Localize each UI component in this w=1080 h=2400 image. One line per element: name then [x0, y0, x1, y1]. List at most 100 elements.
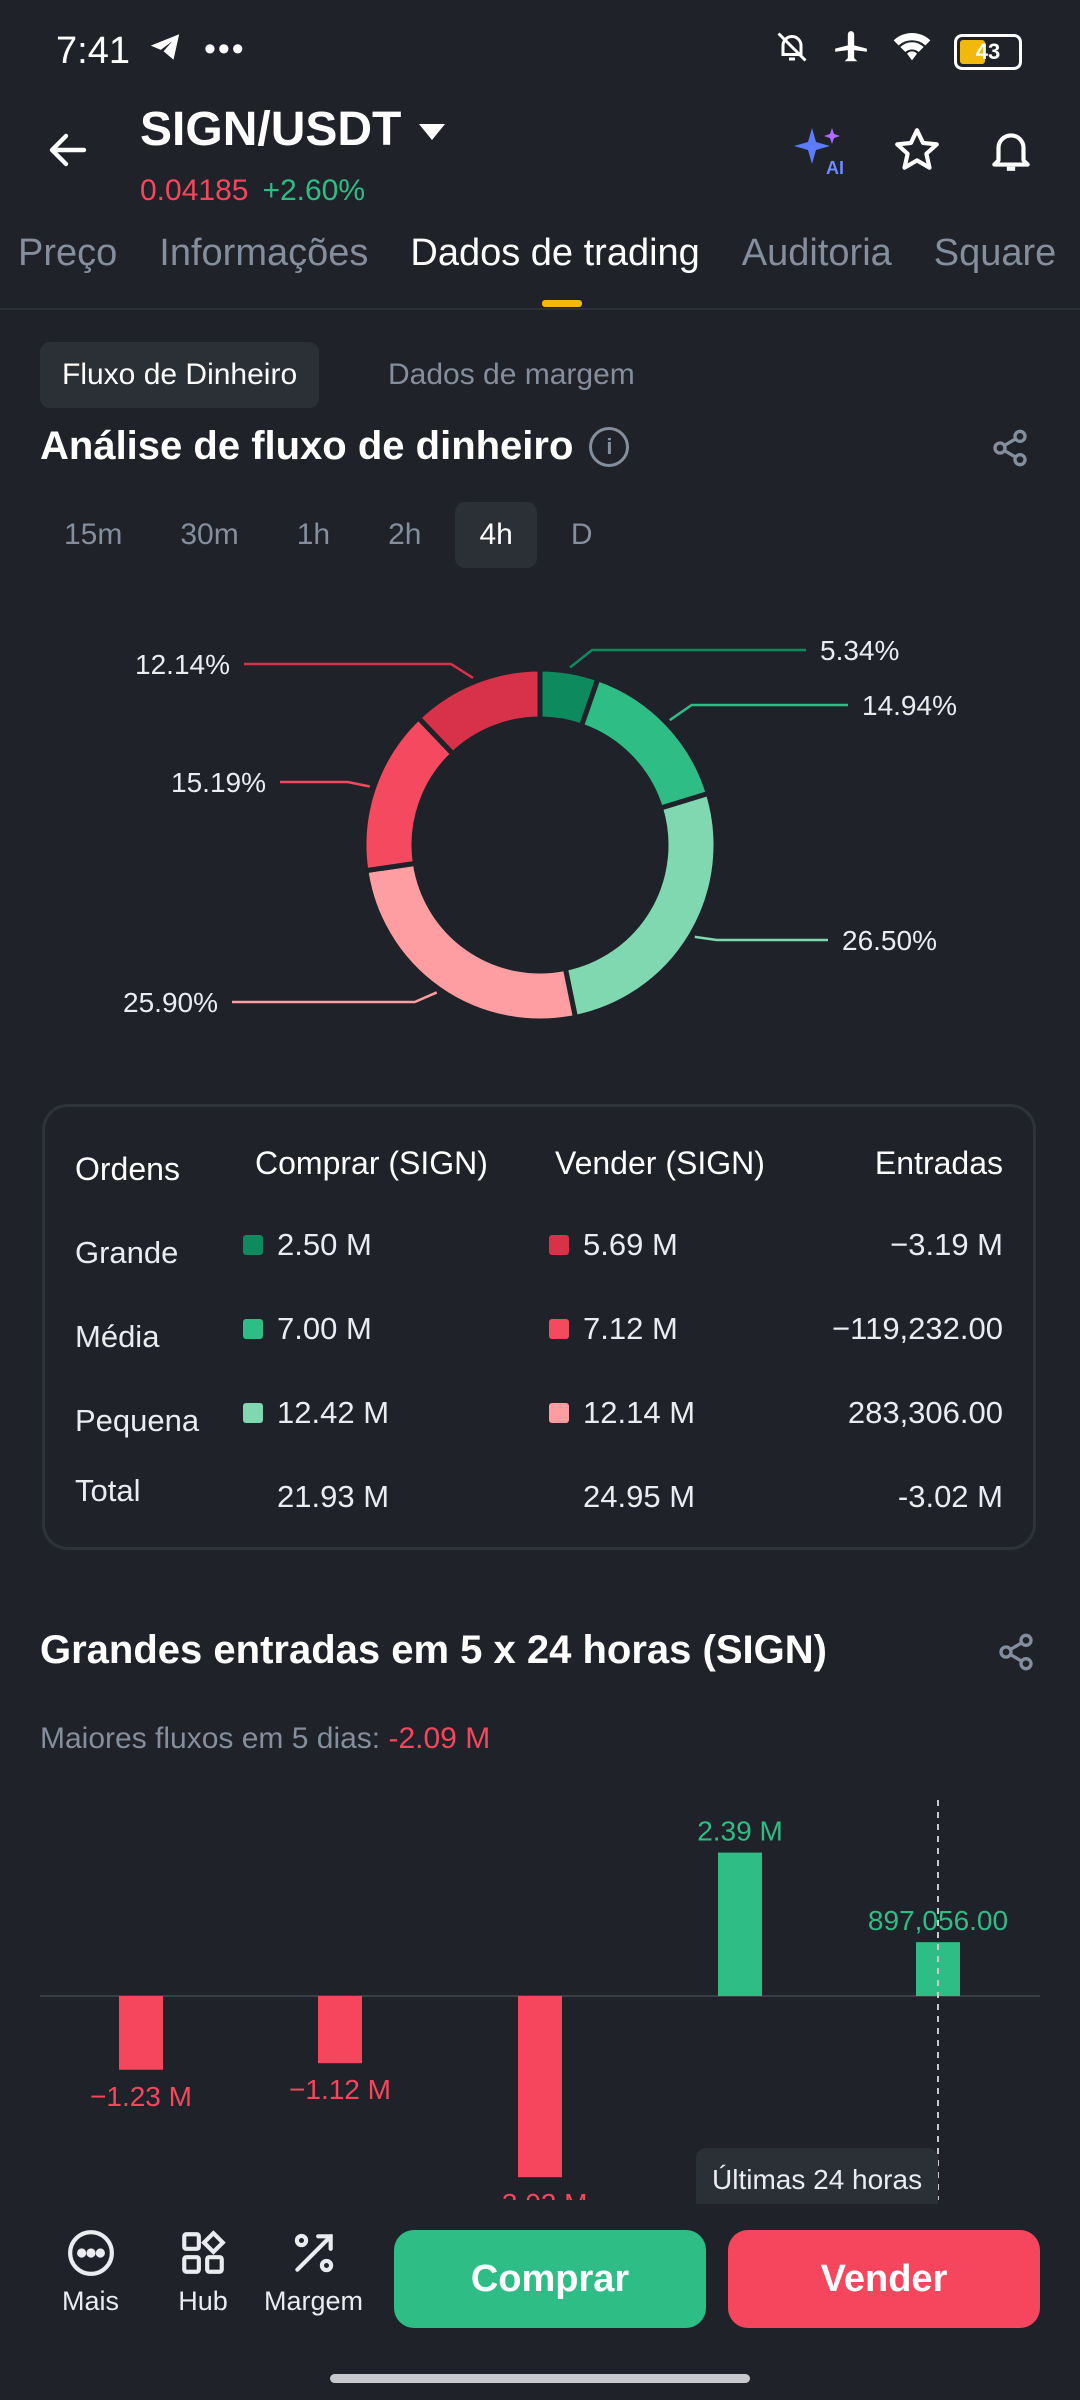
share-button[interactable] — [990, 428, 1030, 473]
sell-small-cell: 12.14 M — [549, 1395, 695, 1431]
tab-square[interactable]: Square — [933, 232, 1057, 274]
col-buy: Comprar (SIGN) — [255, 1145, 488, 1181]
interval-15m[interactable]: 15m — [64, 518, 123, 551]
donut-slice-label: 26.50% — [842, 925, 937, 956]
divider — [0, 308, 1080, 310]
buy-button[interactable]: Comprar — [394, 2230, 706, 2328]
subtab-money-flow[interactable]: Fluxo de Dinheiro — [40, 342, 320, 408]
sell-button[interactable]: Vender — [728, 2230, 1040, 2328]
donut-slice-label: 15.19% — [171, 767, 266, 798]
back-arrow-icon — [49, 133, 87, 167]
max-flow-label: Maiores fluxos em 5 dias: — [40, 1722, 381, 1755]
margin-button[interactable]: Margem — [264, 2228, 363, 2317]
donut-leader-line — [232, 991, 438, 1004]
ai-sparkle-icon[interactable]: AI — [792, 124, 848, 181]
margin-label: Margem — [264, 2286, 364, 2316]
star-favorite-icon[interactable] — [892, 125, 942, 180]
buy-value: 2.50 M — [277, 1227, 372, 1262]
sell-total: 24.95 M — [583, 1479, 696, 1514]
donut-leader-line — [569, 648, 806, 669]
airplane-icon — [832, 28, 870, 75]
svg-text:AI: AI — [826, 158, 844, 176]
bar-value-label: -3.02 M — [493, 2188, 588, 2200]
donut-slice-label: 25.90% — [123, 987, 218, 1018]
battery-icon: 43 — [954, 33, 1022, 70]
donut-leader-line — [280, 780, 371, 788]
inflow-bar — [718, 1852, 762, 1996]
big-inflow-title: Grandes entradas em 5 x 24 horas (SIGN) — [40, 1628, 827, 1672]
tab-audit[interactable]: Auditoria — [741, 232, 892, 274]
info-icon[interactable]: i — [589, 426, 630, 467]
tab-price[interactable]: Preço — [18, 232, 118, 274]
hub-button[interactable]: Hub — [178, 2228, 228, 2317]
donut-slice — [414, 666, 543, 758]
sell-value: 12.14 M — [583, 1395, 696, 1430]
interval-d[interactable]: D — [570, 518, 593, 551]
more-circle-icon — [67, 2230, 114, 2276]
home-indicator[interactable] — [330, 2374, 750, 2383]
bar-value-label: −1.12 M — [289, 2074, 391, 2105]
pair-name: SIGN/USDT — [140, 103, 402, 156]
interval-selector: 15m 30m 1h 2h 4h D — [40, 502, 617, 568]
inflow-value: −3.19 M — [890, 1227, 1003, 1262]
price-change: +2.60% — [262, 174, 366, 207]
interval-30m[interactable]: 30m — [180, 518, 239, 551]
legend-buy-small — [243, 1402, 263, 1423]
back-button[interactable] — [44, 126, 104, 186]
bar-value-label: 2.39 M — [697, 1816, 783, 1847]
donut-slice — [578, 675, 712, 812]
col-inflow: Entradas — [874, 1145, 1003, 1181]
donut-leader-line — [669, 703, 848, 722]
share-button-2[interactable] — [996, 1632, 1036, 1677]
wifi-icon — [892, 30, 932, 73]
row-label: Grande — [75, 1235, 179, 1270]
donut-slice-label: 12.14% — [135, 649, 230, 680]
inflow-bar — [318, 1996, 362, 2064]
donut-slice-label: 14.94% — [862, 690, 957, 721]
tooltip-last-24h: Últimas 24 horas — [696, 2148, 939, 2212]
section-title: Análise de fluxo de dinheiro — [40, 424, 574, 468]
tab-trading-data[interactable]: Dados de trading — [410, 232, 700, 274]
battery-level: 43 — [975, 38, 1001, 64]
inflow-value: −119,232.00 — [832, 1311, 1003, 1346]
inflow-total: -3.02 M — [897, 1479, 1003, 1514]
interval-1h[interactable]: 1h — [296, 518, 331, 551]
buy-medium-cell: 7.00 M — [243, 1311, 372, 1347]
bell-icon[interactable] — [986, 125, 1036, 180]
inflow-value: 283,306.00 — [847, 1395, 1003, 1430]
row-label: Pequena — [75, 1403, 200, 1438]
donut-slice — [363, 860, 579, 1024]
legend-buy-medium — [243, 1318, 263, 1339]
max-flow-value: -2.09 M — [388, 1722, 491, 1755]
margin-icon — [294, 2233, 333, 2273]
legend-buy-large — [243, 1234, 263, 1255]
more-dots-icon: ••• — [204, 30, 246, 68]
status-time: 7:41 — [56, 30, 130, 72]
legend-sell-large — [549, 1234, 569, 1255]
inflow-bar — [119, 1996, 163, 2070]
more-button[interactable]: Mais — [62, 2228, 119, 2317]
col-sell: Vender (SIGN) — [555, 1145, 765, 1181]
hub-grid-icon — [182, 2230, 226, 2274]
legend-sell-medium — [549, 1318, 569, 1339]
subtab-margin-data[interactable]: Dados de margem — [388, 358, 635, 391]
last-price: 0.04185 — [140, 174, 249, 207]
flow-table: Ordens Comprar (SIGN) Vender (SIGN) Entr… — [42, 1104, 1036, 1550]
mute-icon — [774, 29, 810, 74]
main-tabs: Preço Informações Dados de trading Audit… — [18, 232, 1056, 275]
pair-selector[interactable]: SIGN/USDT — [140, 102, 446, 157]
buy-small-cell: 12.42 M — [243, 1395, 389, 1431]
donut-leader-line — [244, 662, 474, 679]
caret-down-icon — [419, 123, 446, 140]
legend-sell-small — [549, 1402, 569, 1423]
tab-info[interactable]: Informações — [159, 232, 369, 274]
share-icon — [999, 1633, 1033, 1671]
inflow-bar — [518, 1996, 562, 2178]
interval-4h[interactable]: 4h — [455, 502, 537, 568]
donut-slice-label: 5.34% — [820, 635, 899, 666]
buy-large-cell: 2.50 M — [243, 1227, 372, 1263]
interval-2h[interactable]: 2h — [388, 518, 422, 551]
sell-medium-cell: 7.12 M — [549, 1311, 678, 1347]
row-label-total: Total — [75, 1473, 141, 1508]
